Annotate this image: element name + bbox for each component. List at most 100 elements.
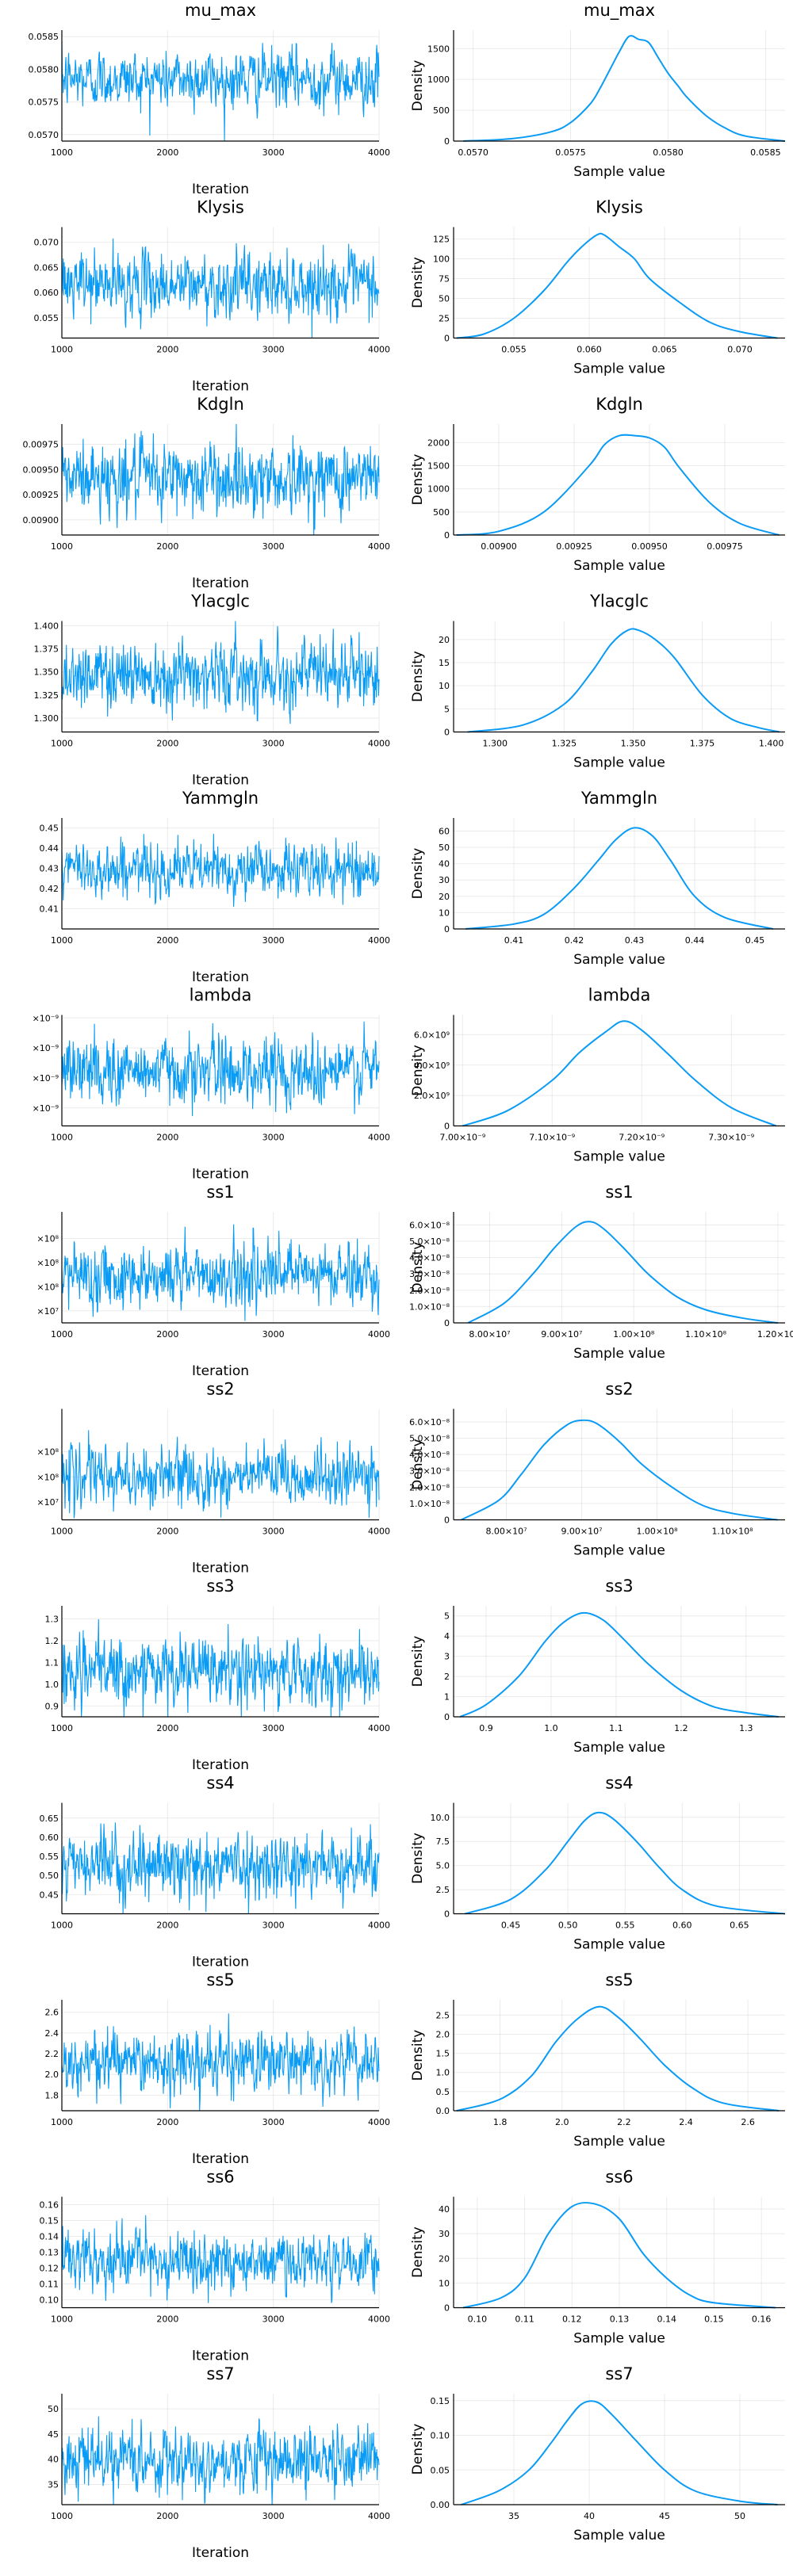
density-x-axis-label: Sample value [573, 2134, 665, 2150]
density-y-axis-label: Density [410, 1833, 426, 1884]
density-x-tick-label: 0.15 [704, 2314, 724, 2325]
density-x-tick-label: 0.12 [562, 2314, 582, 2325]
trace-plot-ss2: ss2 1000 2000 3000 4000 ×10⁷ ×10⁸ ×10⁸ Iteration [36, 1380, 390, 1577]
density-y-tick-label: 0.5 [436, 2087, 450, 2097]
density-y-tick-label: 100 [433, 254, 450, 265]
trace-x-tick-label: 3000 [262, 2511, 285, 2521]
density-x-tick-label: 1.3 [739, 1723, 753, 1733]
trace-y-tick-label: 0.00925 [23, 490, 59, 500]
density-y-tick-label: 5.0×10⁻⁸ [409, 1434, 450, 1444]
density-y-tick-label: 1.0 [436, 2068, 450, 2078]
density-x-tick-label: 0.44 [685, 935, 705, 946]
trace-y-tick-label: 1.325 [34, 690, 59, 701]
density-x-tick-label: 2.0 [555, 2117, 569, 2127]
trace-y-tick-label: 35 [48, 2480, 59, 2490]
density-y-tick-label: 10 [439, 908, 450, 918]
trace-y-tick-label: 0.065 [34, 262, 59, 273]
trace-y-tick-label: ×10⁷ [36, 1497, 59, 1508]
density-y-tick-label: 2000 [427, 438, 450, 448]
density-y-tick-label: 10 [439, 681, 450, 691]
density-x-tick-label: 0.0570 [458, 147, 488, 158]
density-x-tick-label: 9.00×10⁷ [561, 1527, 602, 1537]
trace-y-tick-label: 0.070 [34, 238, 59, 248]
density-y-tick-label: 1500 [427, 44, 450, 54]
trace-x-tick-label: 3000 [262, 2314, 285, 2325]
trace-series-Yammgln [61, 833, 380, 908]
trace-x-tick-label: 4000 [368, 147, 390, 158]
panel-row-Yammgln: Yammgln 1000 2000 3000 4000 0.41 0.42 0.43 0.44 0… [40, 789, 785, 985]
density-y-tick-label: 30 [439, 875, 450, 885]
trace-x-tick-label: 1000 [51, 739, 73, 749]
trace-series-ss1 [61, 1224, 380, 1321]
density-x-tick-label: 2.6 [741, 2117, 755, 2127]
density-x-tick-label: 0.45 [501, 1921, 521, 1931]
density-y-tick-label: 20 [439, 892, 450, 902]
panel-row-ss7: ss7 1000 2000 3000 4000 35 40 45 50 Iteration ss7 3… [48, 2364, 785, 2561]
trace-y-tick-label: 0.14 [40, 2232, 59, 2242]
density-plot-Klysis: Klysis 0.055 0.060 0.065 0.070 0 25 50 75 100 125 D… [410, 198, 785, 377]
density-x-axis-label: Sample value [573, 361, 665, 377]
density-y-tick-label: 2.5 [436, 1885, 450, 1895]
density-series-ss3 [459, 1611, 779, 1718]
trace-plot-ss7: ss7 1000 2000 3000 4000 35 40 45 50 Iteration [48, 2364, 390, 2561]
density-x-tick-label: 0.00950 [631, 541, 668, 552]
density-y-tick-label: 2.5 [436, 2010, 450, 2020]
panel-row-ss6: ss6 1000 2000 3000 4000 0.10 0.11 0.12 0.13 0.14 0… [40, 2168, 785, 2364]
density-y-tick-label: 4 [444, 1631, 450, 1642]
density-plot-ss1: ss1 8.00×10⁷ 9.00×10⁷ 1.00×10⁸ 1.10×10⁸ 1.20×… [409, 1183, 793, 1362]
trace-y-tick-label: 0.50 [40, 1871, 59, 1881]
trace-title: ss6 [206, 2168, 234, 2187]
trace-x-axis-label: Iteration [192, 2545, 249, 2561]
density-y-axis-label: Density [410, 2226, 426, 2278]
density-x-tick-label: 1.400 [759, 739, 784, 749]
trace-y-tick-label: 1.2 [45, 1636, 59, 1646]
density-title: Klysis [596, 198, 643, 217]
trace-x-tick-label: 2000 [156, 1723, 178, 1733]
trace-x-tick-label: 3000 [262, 1329, 285, 1340]
density-y-axis-label: Density [410, 1242, 426, 1294]
trace-y-tick-label: ×10⁸ [36, 1258, 59, 1268]
density-x-tick-label: 0.00975 [707, 541, 743, 552]
trace-y-tick-label: 0.16 [40, 2200, 59, 2211]
density-series-Yammgln [465, 827, 774, 930]
trace-series-lambda [61, 1021, 380, 1117]
density-plot-ss7: ss7 35 40 45 50 0.00 0.05 0.10 0.15 Density Sample… [410, 2364, 785, 2544]
density-title: Kdgln [596, 395, 643, 414]
density-series-Ylacglc [467, 628, 780, 733]
trace-y-tick-label: 2.0 [45, 2070, 59, 2080]
trace-x-tick-label: 2000 [156, 345, 178, 355]
trace-series-Klysis [61, 238, 380, 338]
density-x-axis-label: Sample value [573, 1740, 665, 1756]
trace-x-axis-label: Iteration [192, 575, 249, 591]
density-x-tick-label: 0.45 [745, 935, 765, 946]
density-y-axis-label: Density [410, 2424, 426, 2475]
density-x-tick-label: 0.00900 [481, 541, 517, 552]
trace-title: Klysis [197, 198, 244, 217]
density-x-tick-label: 2.2 [617, 2117, 631, 2127]
density-y-tick-label: 2 [444, 1672, 450, 1682]
trace-y-tick-label: 0.45 [40, 824, 59, 834]
density-x-tick-label: 50 [734, 2511, 745, 2521]
trace-x-axis-label: Iteration [192, 182, 249, 197]
trace-series-ss2 [61, 1430, 380, 1519]
density-series-mu_max [463, 35, 786, 142]
density-x-tick-label: 0.055 [501, 345, 527, 355]
trace-y-tick-label: ×10⁸ [36, 1472, 59, 1482]
density-x-tick-label: 8.00×10⁷ [485, 1527, 527, 1537]
density-x-tick-label: 0.14 [657, 2314, 676, 2325]
trace-x-tick-label: 2000 [156, 147, 178, 158]
panel-row-Ylacglc: Ylacglc 1000 2000 3000 4000 1.300 1.325 1.350 1.… [34, 592, 785, 789]
trace-x-tick-label: 2000 [156, 541, 178, 552]
trace-x-axis-label: Iteration [192, 773, 249, 789]
density-x-tick-label: 1.20×10⁸ [757, 1329, 793, 1340]
density-x-tick-label: 0.065 [652, 345, 677, 355]
density-title: ss2 [605, 1380, 633, 1399]
trace-x-tick-label: 3000 [262, 2117, 285, 2127]
density-y-tick-label: 6.0×10⁻⁸ [409, 1417, 450, 1428]
density-x-axis-label: Sample value [573, 755, 665, 771]
density-x-tick-label: 0.0580 [653, 147, 684, 158]
trace-y-tick-label: 1.0 [45, 1680, 59, 1690]
density-plot-Kdgln: Kdgln 0.00900 0.00925 0.00950 0.00975 0 500 100… [410, 395, 785, 574]
density-y-tick-label: 60 [439, 826, 450, 836]
trace-x-axis-label: Iteration [192, 969, 249, 985]
